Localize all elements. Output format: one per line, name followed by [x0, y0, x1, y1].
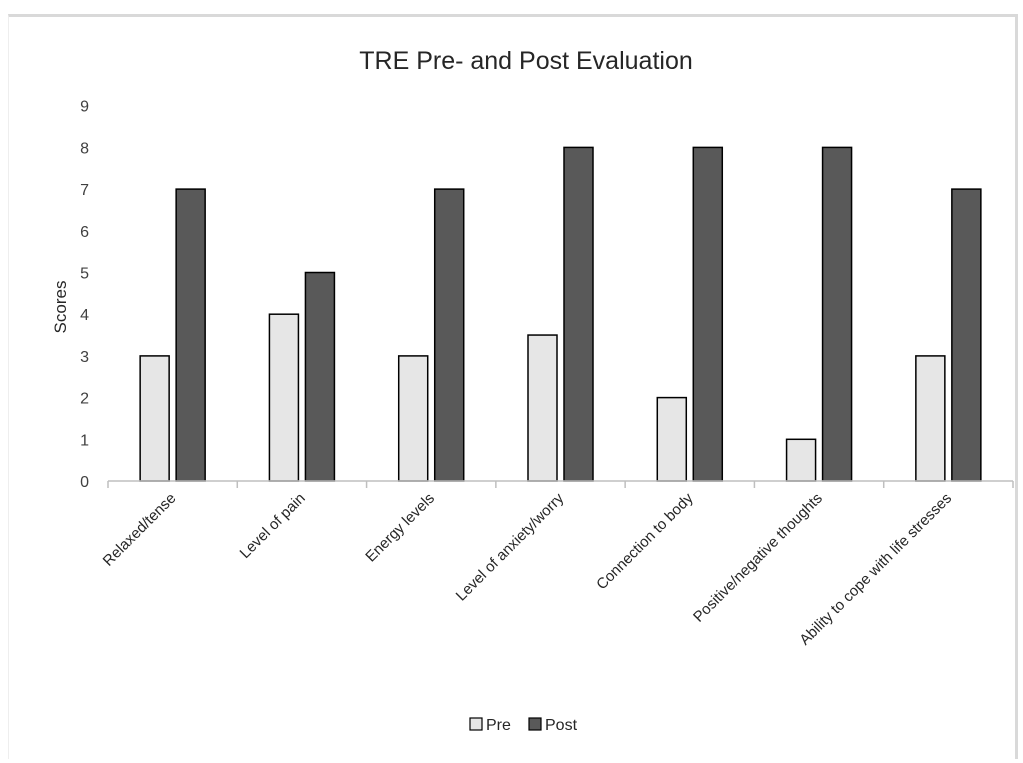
bar-pre-positive-negative-thoughts [785, 438, 817, 482]
x-category-label-energy-levels: Energy levels [362, 490, 438, 566]
bar-chart: TRE Pre- and Post Evaluation Scores 0 1 2 3… [51, 47, 1014, 734]
y-tick-label-9: 9 [80, 99, 89, 116]
legend: Pre Post [469, 717, 578, 734]
bars [139, 146, 982, 482]
y-tick-label-4: 4 [80, 307, 89, 324]
bar-pre-ability-to-cope-with-life-stresses [915, 355, 946, 482]
x-category-label-level-of-anxiety-worry: Level of anxiety/worry [453, 489, 568, 604]
x-axis [107, 480, 1014, 488]
legend-label-pre: Pre [486, 717, 511, 734]
y-tick-label-7: 7 [80, 182, 89, 199]
bar-post-level-of-anxiety-worry [563, 146, 594, 482]
x-axis-category-labels: Relaxed/tense Level of pain Energy levels L… [100, 489, 956, 648]
x-category-label-ability-to-cope-with-life-stresses: Ability to cope with life stresses [796, 490, 955, 649]
bar-post-ability-to-cope-with-life-stresses [951, 188, 982, 482]
y-axis-ticks: 0 1 2 3 4 5 6 7 8 9 [80, 99, 89, 491]
bar-post-relaxed-tense [175, 188, 206, 482]
bar-pre-energy-levels [397, 355, 429, 482]
chart-title: TRE Pre- and Post Evaluation [359, 47, 693, 75]
y-tick-label-0: 0 [80, 474, 89, 491]
y-tick-label-1: 1 [80, 432, 89, 449]
x-category-label-level-of-pain: Level of pain [237, 490, 309, 562]
y-tick-label-5: 5 [80, 266, 89, 283]
bar-post-energy-levels [433, 188, 465, 482]
y-tick-label-2: 2 [80, 391, 89, 408]
bar-pre-level-of-anxiety-worry [527, 334, 558, 482]
chart-area: TRE Pre- and Post Evaluation Scores 0 1 2 3… [8, 14, 1018, 759]
x-category-label-connection-to-body: Connection to body [593, 489, 697, 593]
x-category-label-relaxed-tense: Relaxed/tense [100, 490, 180, 570]
bar-post-connection-to-body [692, 146, 724, 482]
y-tick-label-8: 8 [80, 140, 89, 157]
bar-pre-connection-to-body [656, 396, 688, 482]
x-category-label-positive-negative-thoughts: Positive/negative thoughts [690, 490, 826, 626]
legend-label-post: Post [545, 717, 578, 734]
legend-swatch-post [528, 717, 542, 731]
y-tick-label-6: 6 [80, 224, 89, 241]
bar-pre-level-of-pain [268, 313, 300, 482]
bar-post-positive-negative-thoughts [821, 146, 853, 482]
y-tick-label-3: 3 [80, 349, 89, 366]
bar-post-level-of-pain [304, 271, 336, 482]
bar-pre-relaxed-tense [139, 355, 170, 482]
legend-swatch-pre [469, 717, 483, 731]
y-axis-label: Scores [51, 281, 70, 334]
